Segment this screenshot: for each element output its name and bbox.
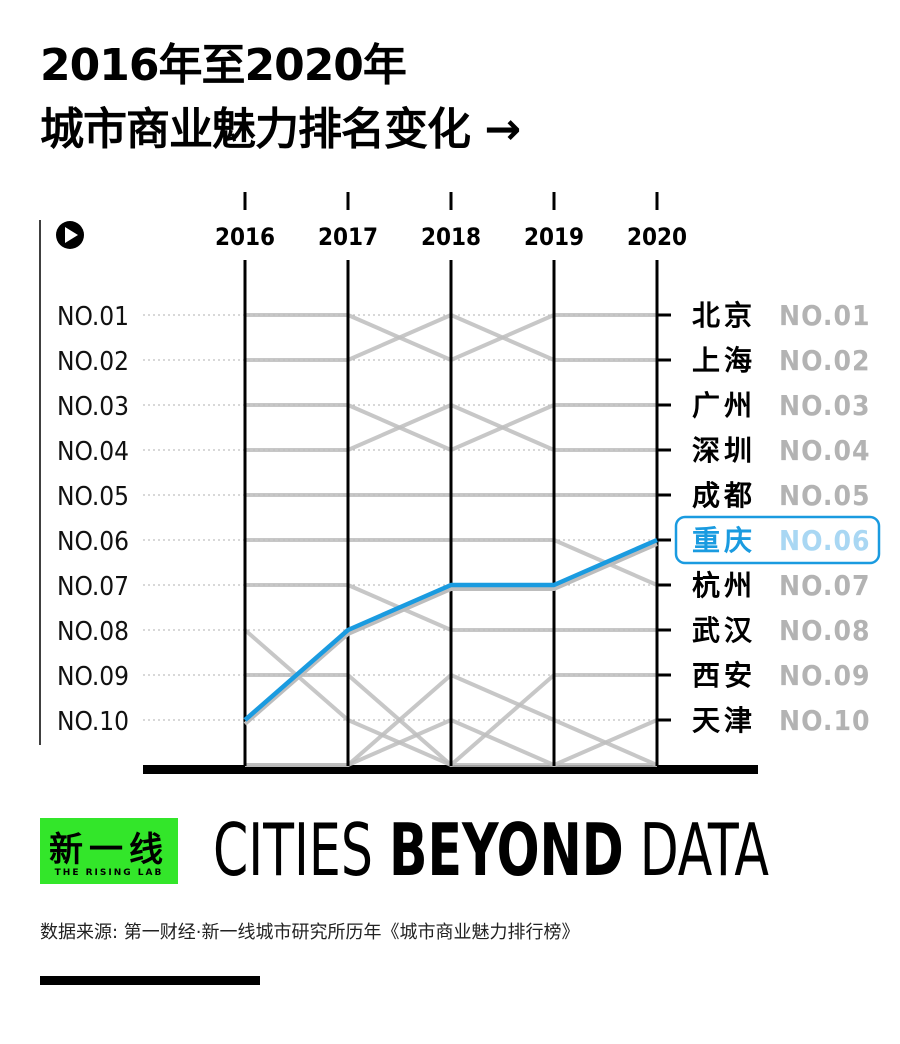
year-label-2019: 2019 [524, 223, 584, 251]
rank-tick-label: NO.07 [57, 572, 129, 602]
final-rank-label: NO.08 [779, 614, 871, 647]
final-rank-label: NO.10 [779, 704, 871, 737]
city-name-label: 深圳 [692, 434, 756, 467]
highlight-line-shadow [243, 542, 658, 726]
city-name-label: 西安 [692, 659, 756, 692]
tagline-beyond: BEYOND [388, 808, 624, 892]
rank-tick-label: NO.06 [57, 527, 129, 557]
city-name-label: 上海 [692, 344, 756, 377]
year-label-2020: 2020 [627, 223, 687, 251]
gridlines [143, 313, 671, 722]
rank-tick-label: NO.09 [57, 662, 129, 692]
chart-baseline [143, 765, 758, 774]
city-name-label: 成都 [692, 479, 756, 512]
tagline-data: DATA [623, 808, 769, 892]
rank-tick-label: NO.01 [57, 302, 129, 332]
brand-logo: 新一线 THE RISING LAB [40, 818, 178, 884]
chart-title-line2: 城市商业魅力排名变化 → [40, 104, 521, 156]
rank-tick-label: NO.05 [57, 482, 129, 512]
final-ranking-labels: 北京 NO.01 上海 NO.02 广州 NO.03 深圳 NO.04 成都 NO.05 重庆 NO.… [674, 299, 881, 737]
city-name-label: 北京 [692, 299, 756, 332]
play-icon-triangle [65, 227, 78, 243]
final-rank-label: NO.04 [779, 434, 871, 467]
year-label-2018: 2018 [421, 223, 481, 251]
year-label-2017: 2017 [318, 223, 378, 251]
city-name-label: 广州 [692, 389, 756, 422]
highlight-series [243, 537, 658, 726]
final-rank-label: NO.09 [779, 659, 871, 692]
rank-tick-label: NO.02 [57, 347, 129, 377]
final-rank-label: NO.02 [779, 344, 871, 377]
source-note: 数据来源: 第一财经·新一线城市研究所历年《城市商业魅力排行榜》 [40, 922, 580, 943]
year-axes: 2016 2017 2018 2019 2020 [215, 192, 687, 766]
rank-tick-label: NO.04 [57, 437, 129, 467]
rank-tick-label: NO.08 [57, 617, 129, 647]
final-rank-label: NO.06 [779, 524, 871, 557]
city-name-label: 重庆 [692, 524, 756, 557]
final-rank-label: NO.03 [779, 389, 871, 422]
brand-tagline: CITIES BEYOND DATA [213, 808, 769, 892]
rank-tick-labels: NO.01 NO.02 NO.03 NO.04 NO.05 NO.06 NO.07 NO.08… [57, 302, 129, 737]
logo-subtitle: THE RISING LAB [54, 868, 164, 878]
chart-title-line1: 2016年至2020年 [40, 40, 407, 91]
logo-text: 新一线 [49, 830, 169, 870]
final-rank-label: NO.05 [779, 479, 871, 512]
arrow-right-icon: → [484, 104, 521, 155]
city-name-label: 杭州 [692, 569, 756, 602]
tagline-cities: CITIES [213, 808, 389, 892]
series-line-重庆 [243, 537, 658, 722]
year-label-2016: 2016 [215, 223, 275, 251]
final-rank-label: NO.07 [779, 569, 871, 602]
chart-title-text: 城市商业魅力排名变化 [40, 104, 471, 155]
highlight-box [674, 515, 881, 565]
rank-tick-label: NO.10 [57, 707, 129, 737]
footer-bar [40, 976, 260, 985]
rank-tick-label: NO.03 [57, 392, 129, 422]
final-rank-label: NO.01 [779, 299, 871, 332]
rank-change-chart: 2016 2017 2018 2019 2020 NO.01NO.02NO.03NO.0… [39, 192, 881, 774]
city-name-label: 天津 [692, 704, 756, 737]
city-name-label: 武汉 [692, 614, 756, 647]
